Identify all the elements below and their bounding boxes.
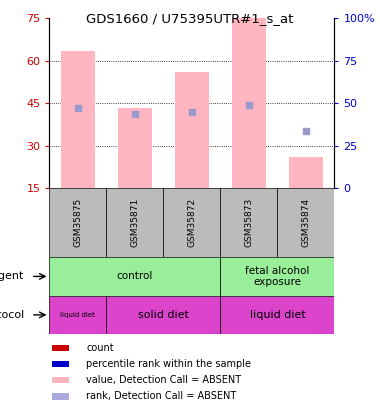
Text: GDS1660 / U75395UTR#1_s_at: GDS1660 / U75395UTR#1_s_at [86,12,294,25]
Bar [220,188,277,257]
Bar [232,18,266,188]
Bar [52,393,69,400]
Text: protocol: protocol [0,310,24,320]
Text: value, Detection Call = ABSENT: value, Detection Call = ABSENT [87,375,242,385]
Bar [118,107,152,188]
Bar [175,72,209,188]
Text: count: count [87,343,114,353]
Bar [49,188,106,257]
Bar [220,257,334,296]
Bar [220,296,334,334]
Text: GSM35871: GSM35871 [130,198,139,247]
Text: liquid diet: liquid diet [60,312,95,318]
Bar [52,361,69,367]
Text: solid diet: solid diet [138,310,189,320]
Text: agent: agent [0,271,24,281]
Text: GSM35872: GSM35872 [187,198,196,247]
Text: liquid diet: liquid diet [250,310,305,320]
Text: GSM35873: GSM35873 [244,198,253,247]
Bar [61,51,95,188]
Bar [52,345,69,351]
Bar [49,257,220,296]
Bar [106,188,163,257]
Text: GSM35874: GSM35874 [301,198,310,247]
Bar [52,377,69,384]
Bar [289,157,323,188]
Bar [106,296,220,334]
Text: fetal alcohol
exposure: fetal alcohol exposure [245,266,310,287]
Text: rank, Detection Call = ABSENT: rank, Detection Call = ABSENT [87,391,237,401]
Text: control: control [117,271,153,281]
Bar [277,188,334,257]
Text: GSM35875: GSM35875 [73,198,82,247]
Bar [163,188,220,257]
Text: percentile rank within the sample: percentile rank within the sample [87,359,252,369]
Bar [49,296,106,334]
